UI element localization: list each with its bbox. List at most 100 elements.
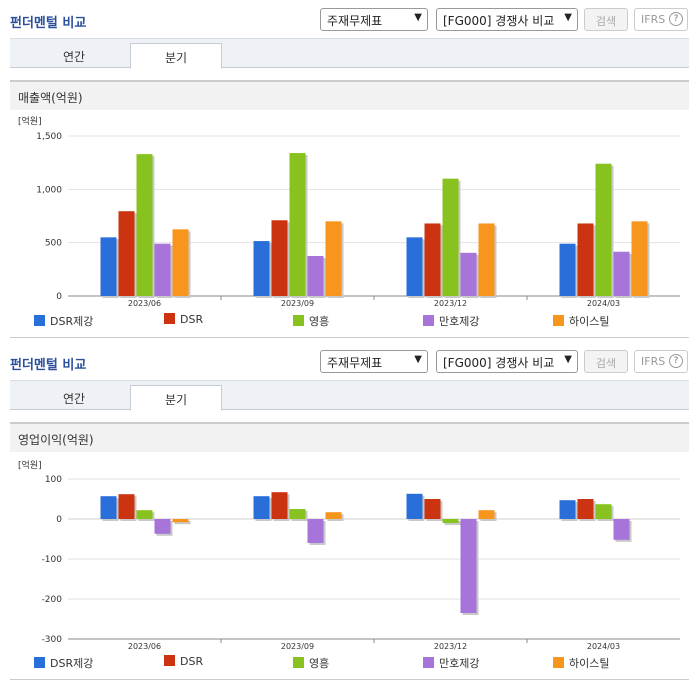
legend-swatch [34,657,45,668]
bar-DSR-2023/09[interactable] [271,492,288,519]
statement-type-select[interactable]: 주재무제표 ▼ [320,350,428,373]
bar-DSR제강-2023/09[interactable] [253,496,270,519]
bar-만호제강-2024/03[interactable] [613,519,630,540]
x-tick-label: 2023/09 [281,299,314,308]
divider [10,679,689,680]
y-tick-label: 0 [56,292,62,302]
bar-만호제강-2023/09[interactable] [307,256,324,296]
legend-item[interactable]: 만호제강 [423,313,479,329]
legend-swatch [34,315,45,326]
ifrs-label: IFRS [641,13,666,26]
tab-annual[interactable]: 연간 [62,392,86,406]
legend-item[interactable]: DSR [164,655,203,668]
bar-DSR제강-2024/03[interactable] [559,500,576,519]
legend-label: 하이스틸 [569,657,610,670]
legend-item[interactable]: DSR제강 [34,655,93,671]
y-tick-label: -100 [42,555,63,565]
tab-quarterly[interactable]: 분기 [130,43,222,69]
bar-하이스틸-2023/06[interactable] [172,519,189,523]
bar-DSR-2023/12[interactable] [424,499,441,519]
bar-DSR제강-2023/06[interactable] [100,237,117,296]
question-icon: ? [669,354,683,368]
chart-legend: DSR제강 DSR 영흥 만호제강 하이스틸 [0,655,696,671]
bar-DSR제강-2024/03[interactable] [559,243,576,296]
period-tabs: 연간 분기 [10,38,689,69]
y-tick-label: 100 [45,475,62,485]
bar-하이스틸-2023/06[interactable] [172,229,189,296]
bar-하이스틸-2023/12[interactable] [478,510,495,519]
bar-영흥-2023/09[interactable] [289,153,306,296]
legend-label: DSR [180,655,204,668]
bar-영흥-2023/06[interactable] [136,510,153,519]
question-icon: ? [669,12,683,26]
legend-swatch [164,313,175,324]
bar-만호제강-2024/03[interactable] [613,251,630,296]
chart-legend: DSR제강 DSR 영흥 만호제강 하이스틸 [0,313,696,329]
search-button[interactable]: 검색 [584,8,628,31]
x-tick-label: 2023/06 [128,642,161,651]
bar-DSR제강-2023/06[interactable] [100,496,117,519]
bar-하이스틸-2023/09[interactable] [325,512,342,519]
metric-header: 영업이익(억원) [10,422,689,452]
bar-하이스틸-2023/12[interactable] [478,223,495,296]
search-button[interactable]: 검색 [584,350,628,373]
legend-swatch [293,315,304,326]
legend-label: 만호제강 [439,315,480,328]
bar-DSR-2024/03[interactable] [577,223,594,296]
bar-영흥-2023/12[interactable] [442,178,459,296]
bar-만호제강-2023/06[interactable] [154,519,171,534]
bar-DSR제강-2023/12[interactable] [406,493,423,519]
operating-income-chart: [억원] -300 -200 -100 0 100 2023/06 2023/09 2023/1… [18,459,680,651]
bar-DSR-2023/09[interactable] [271,220,288,296]
bar-만호제강-2023/09[interactable] [307,519,324,543]
statement-type-select[interactable]: 주재무제표 ▼ [320,8,428,31]
bar-영흥-2024/03[interactable] [595,163,612,296]
fundamental-panel-operating-income: 펀더멘털 비교 주재무제표 ▼ [FG000] 경쟁사 비교 ▼ 검색 IFRS… [0,342,696,684]
chevron-down-icon: ▼ [564,12,572,23]
bar-하이스틸-2024/03[interactable] [631,221,648,296]
panel-title: 펀더멘털 비교 [10,16,87,31]
bar-만호제강-2023/12[interactable] [460,252,477,296]
y-tick-label: 500 [45,239,62,249]
peer-group-select[interactable]: [FG000] 경쟁사 비교 ▼ [436,350,578,373]
bar-하이스틸-2023/09[interactable] [325,221,342,296]
peer-group-value: [FG000] 경쟁사 비교 [443,356,555,370]
tab-annual[interactable]: 연간 [62,50,86,64]
bar-영흥-2023/12[interactable] [442,519,459,523]
y-unit-label: [억원] [18,459,42,471]
legend-item[interactable]: 영흥 [293,655,329,671]
bar-DSR제강-2023/12[interactable] [406,237,423,296]
bar-영흥-2023/06[interactable] [136,154,153,296]
legend-item[interactable]: 하이스틸 [553,313,609,329]
ifrs-help-button[interactable]: IFRS ? [634,8,688,31]
tab-quarterly[interactable]: 분기 [130,385,222,411]
bar-영흥-2023/09[interactable] [289,509,306,519]
bar-만호제강-2023/12[interactable] [460,519,477,613]
ifrs-help-button[interactable]: IFRS ? [634,350,688,373]
legend-item[interactable]: 하이스틸 [553,655,609,671]
legend-swatch [164,655,175,666]
bar-만호제강-2023/06[interactable] [154,243,171,296]
panel-title: 펀더멘털 비교 [10,358,87,373]
legend-item[interactable]: DSR제강 [34,313,93,329]
x-tick-label: 2023/06 [128,299,161,308]
bar-DSR-2024/03[interactable] [577,499,594,519]
legend-item[interactable]: DSR [164,313,203,326]
legend-item[interactable]: 영흥 [293,313,329,329]
y-tick-label: 0 [56,515,62,525]
y-tick-label: -200 [42,595,63,605]
statement-type-value: 주재무제표 [327,14,383,28]
peer-group-select[interactable]: [FG000] 경쟁사 비교 ▼ [436,8,578,31]
bar-DSR-2023/06[interactable] [118,211,135,296]
bar-DSR제강-2023/09[interactable] [253,241,270,296]
bar-DSR-2023/06[interactable] [118,494,135,519]
legend-swatch [293,657,304,668]
bar-DSR-2023/12[interactable] [424,223,441,296]
chevron-down-icon: ▼ [564,354,572,365]
fundamental-panel-revenue: 펀더멘털 비교 주재무제표 ▼ [FG000] 경쟁사 비교 ▼ 검색 IFRS… [0,0,696,340]
x-tick-label: 2024/03 [587,299,620,308]
bar-영흥-2024/03[interactable] [595,504,612,519]
y-tick-label: -300 [42,635,63,645]
divider [10,337,689,338]
legend-item[interactable]: 만호제강 [423,655,479,671]
